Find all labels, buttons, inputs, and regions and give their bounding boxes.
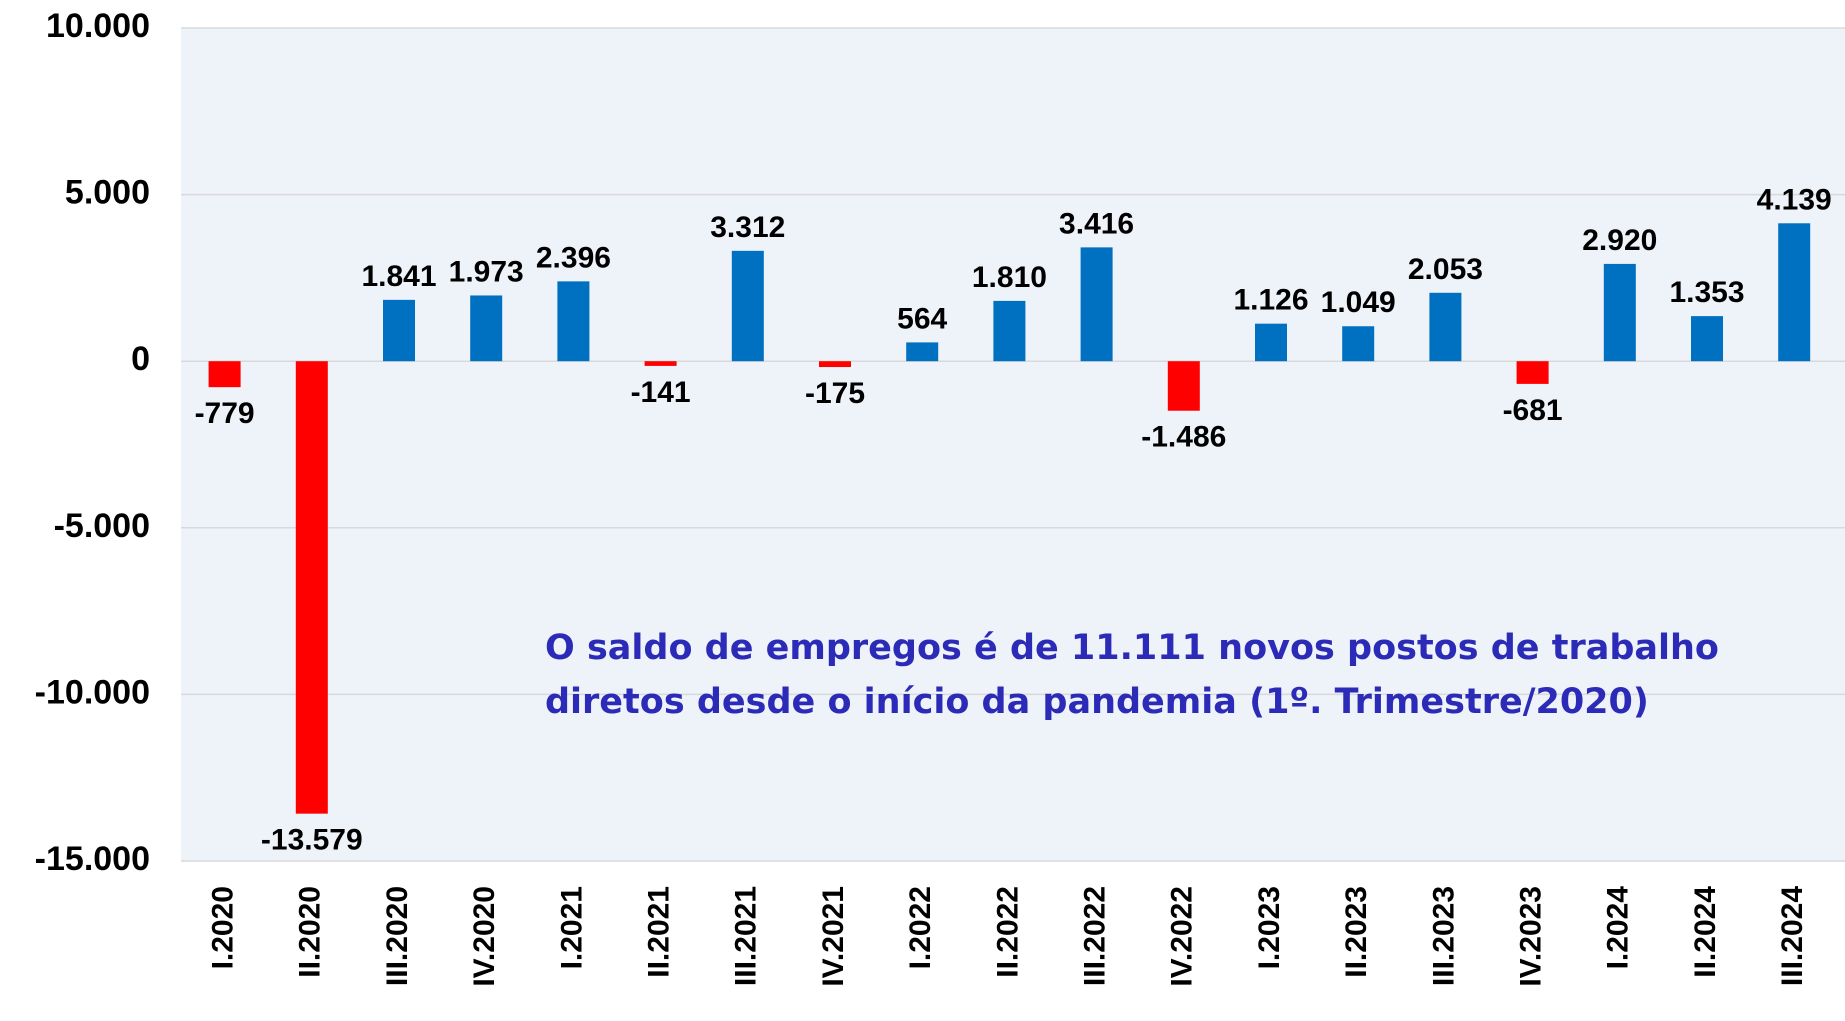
- bar: [1255, 323, 1287, 362]
- bar: [644, 361, 677, 366]
- x-tick-label: III.2024: [1776, 886, 1809, 986]
- bar: [906, 342, 939, 362]
- plot-area: [181, 28, 1845, 861]
- x-tick-label: III.2021: [730, 886, 763, 986]
- value-label: -13.579: [261, 824, 363, 857]
- value-label: -175: [805, 377, 865, 410]
- x-tick-label: I.2021: [555, 886, 588, 969]
- bar: [1778, 223, 1811, 362]
- value-label: 4.139: [1757, 183, 1832, 216]
- value-label: 1.973: [449, 255, 524, 288]
- value-label: 564: [897, 302, 947, 335]
- bar: [819, 361, 851, 368]
- x-tick-label: I.2020: [207, 886, 240, 969]
- bar: [208, 361, 241, 388]
- bar: [470, 295, 503, 362]
- x-tick-label: IV.2023: [1515, 886, 1548, 987]
- x-tick-label: I.2023: [1253, 886, 1286, 969]
- value-label: 2.920: [1582, 224, 1657, 257]
- x-tick-label: II.2024: [1689, 886, 1722, 978]
- value-label: 2.053: [1408, 253, 1483, 286]
- value-label: 3.312: [710, 211, 785, 244]
- bar: [1516, 361, 1549, 384]
- value-label: 1.049: [1321, 286, 1396, 319]
- y-tick-label: 0: [131, 340, 150, 378]
- bar: [557, 281, 590, 362]
- value-label: 1.353: [1669, 276, 1744, 309]
- y-tick-label: -10.000: [35, 673, 150, 711]
- value-label: -681: [1503, 394, 1563, 427]
- x-tick-label: III.2023: [1427, 886, 1460, 986]
- x-tick-label: II.2023: [1340, 886, 1373, 978]
- y-tick-label: 5.000: [65, 174, 150, 212]
- annotation: O saldo de empregos é de 11.111 novos po…: [545, 628, 1719, 668]
- x-tick-label: I.2022: [904, 886, 937, 969]
- bar: [1167, 361, 1200, 411]
- bar: [1603, 263, 1636, 362]
- bar: [1691, 316, 1723, 362]
- y-tick-label: 10.000: [46, 7, 150, 45]
- value-label: 2.396: [536, 241, 611, 274]
- value-label: 1.126: [1233, 284, 1308, 317]
- x-tick-label: III.2020: [381, 886, 414, 986]
- bar: [731, 250, 764, 362]
- value-label: 1.841: [361, 260, 436, 293]
- x-tick-label: IV.2021: [817, 886, 850, 987]
- bar: [295, 361, 328, 814]
- x-tick-label: IV.2020: [468, 886, 501, 987]
- value-label: -779: [195, 397, 255, 430]
- bar: [993, 300, 1026, 362]
- value-label: 3.416: [1059, 207, 1134, 240]
- bar: [1342, 326, 1375, 362]
- x-tick-label: II.2022: [991, 886, 1024, 978]
- bar: [383, 299, 415, 362]
- bar: [1429, 292, 1462, 362]
- x-tick-label: II.2021: [643, 886, 676, 978]
- x-tick-label: III.2022: [1079, 886, 1112, 986]
- x-tick-label: II.2020: [294, 886, 327, 978]
- value-label: 1.810: [972, 261, 1047, 294]
- y-tick-label: -5.000: [54, 507, 150, 545]
- x-tick-label: I.2024: [1602, 886, 1635, 970]
- bar: [1080, 247, 1113, 362]
- annotation: diretos desde o início da pandemia (1º. …: [545, 682, 1649, 722]
- x-tick-label: IV.2022: [1166, 886, 1199, 987]
- value-label: -141: [631, 376, 691, 409]
- y-tick-label: -15.000: [35, 840, 150, 878]
- value-label: -1.486: [1141, 421, 1226, 454]
